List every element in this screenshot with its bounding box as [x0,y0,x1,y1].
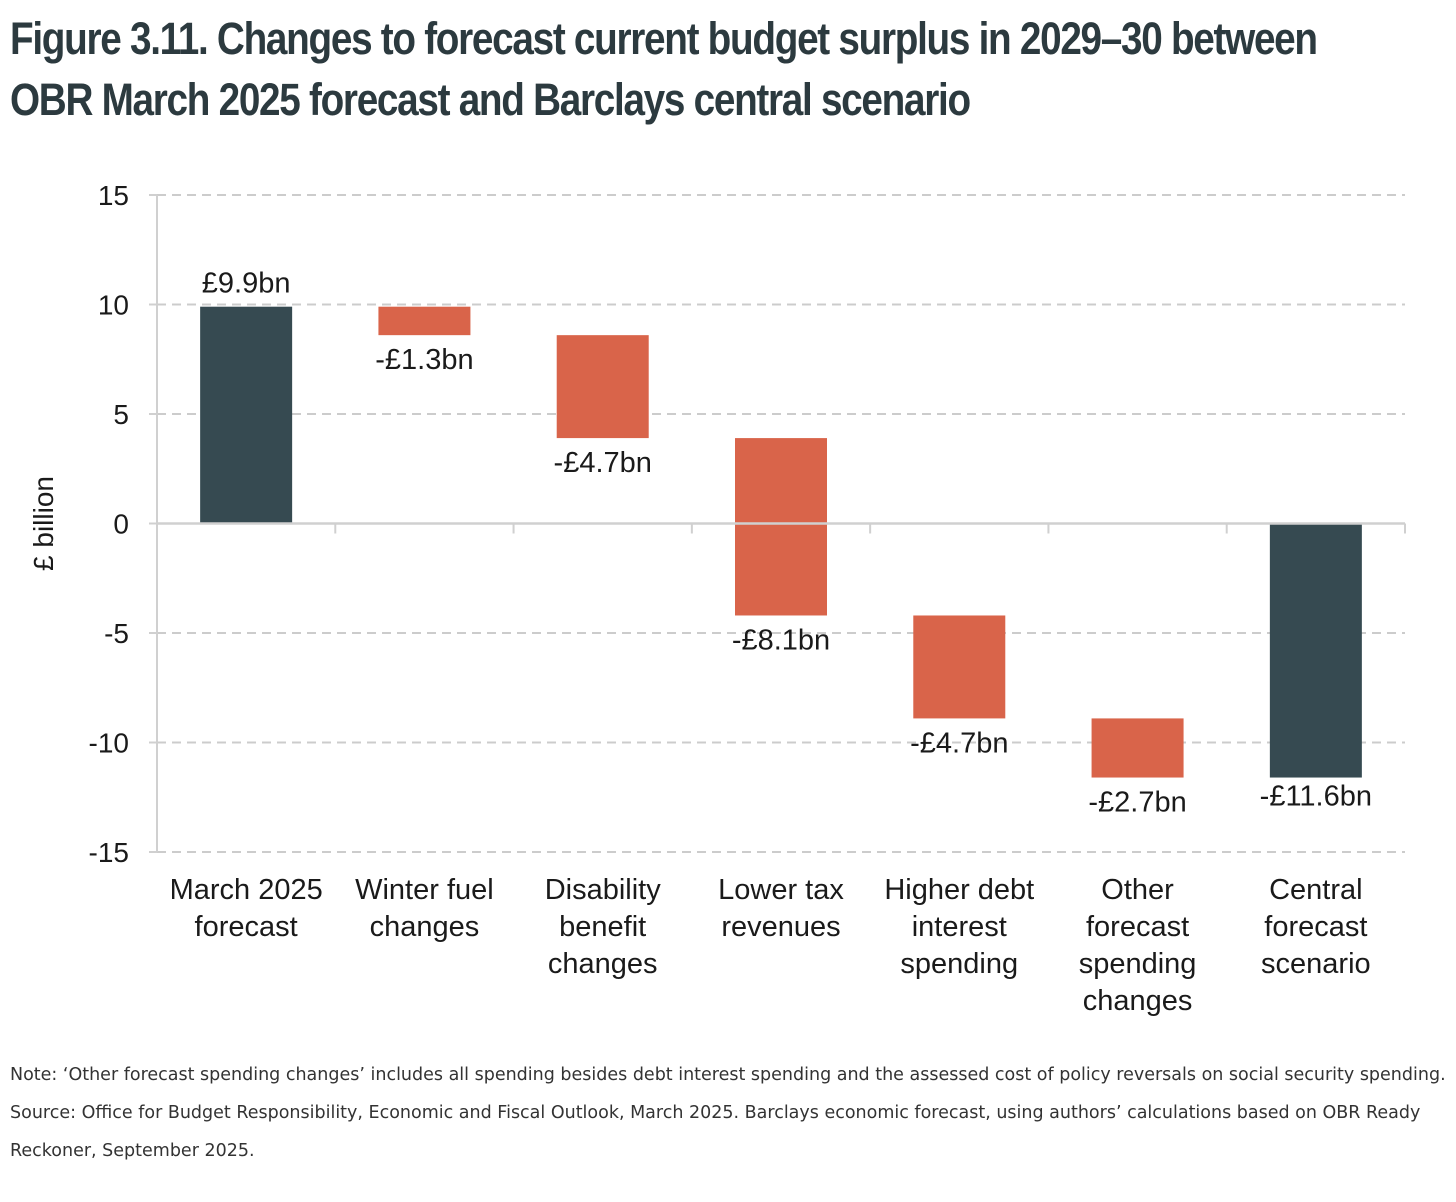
bar-5 [913,615,1006,719]
data-label-5: -£4.7bn [910,727,1008,759]
y-axis-title: £ billion [28,476,59,571]
category-label-6-line-2: forecast [1086,911,1189,943]
chart-notes: Note: ‘Other forecast spending changes’ … [10,1056,1450,1170]
y-tick-label-1: 10 [98,290,129,321]
category-label-3-line-1: Disability [545,874,662,906]
category-label-6-line-1: Other [1101,874,1174,906]
category-label-4-line-2: revenues [721,911,840,943]
category-label-5-line-3: spending [900,948,1018,980]
category-label-7-line-1: Central [1269,874,1363,906]
category-label-3-line-3: changes [548,948,658,980]
bar-2 [378,306,471,336]
data-label-3: -£4.7bn [554,447,652,479]
bar-1 [200,306,293,524]
category-label-1-line-2: forecast [195,911,298,943]
category-label-4-line-1: Lower tax [718,874,844,906]
category-label-7-line-3: scenario [1261,948,1371,980]
category-label-2-line-1: Winter fuel [355,874,494,906]
category-label-2-line-2: changes [370,911,480,943]
y-tick-label-4: -5 [104,618,129,649]
waterfall-chart: 15 10 5 0 -5 -10 -15 £ billion £9.9bn -£1.3bn -£4.… [28,180,1406,1017]
category-label-5-line-2: interest [912,911,1007,943]
source-text: Source: Office for Budget Responsibility… [10,1103,1421,1161]
data-label-1: £9.9bn [202,268,291,300]
bar-6 [1091,718,1184,778]
y-tick-label-6: -15 [89,837,129,868]
chart-title-line-2: OBR March 2025 forecast and Barclays cen… [10,74,971,125]
bar-4 [735,438,827,616]
chart-title: Figure 3.11. Changes to forecast current… [10,8,1318,130]
y-tick-label-0: 15 [98,180,129,211]
note-text: Note: ‘Other forecast spending changes’ … [10,1065,1446,1085]
chart-title-line-1: Figure 3.11. Changes to forecast current… [10,13,1318,64]
data-label-7: -£11.6bn [1260,781,1372,813]
category-label-1-line-1: March 2025 [170,874,323,906]
category-label-6-line-3: spending [1079,948,1197,980]
y-tick-label-3: 0 [113,509,129,540]
y-tick-label-2: 5 [113,399,129,430]
y-tick-label-5: -10 [89,728,129,759]
bar-3 [556,335,649,439]
category-label-3-line-2: benefit [559,911,646,943]
category-label-6-line-4: changes [1083,985,1193,1017]
data-label-2: -£1.3bn [375,344,473,376]
data-label-6: -£2.7bn [1088,787,1186,819]
bar-7 [1269,523,1362,778]
category-label-5-line-1: Higher debt [884,874,1034,906]
data-label-4: -£8.1bn [732,624,830,656]
category-label-7-line-2: forecast [1264,911,1367,943]
